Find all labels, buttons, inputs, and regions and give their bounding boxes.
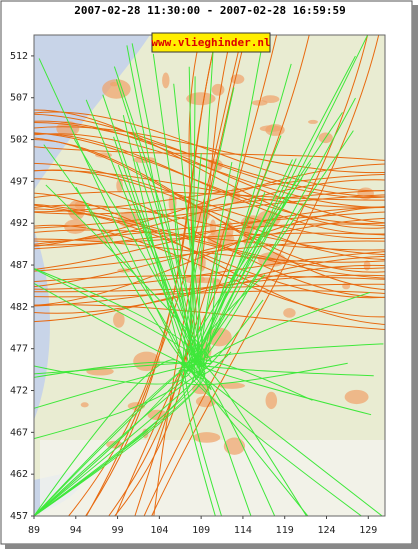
urban-area [186, 92, 216, 106]
plot-area [33, 34, 386, 517]
flight-track [102, 94, 202, 380]
x-tick-label: 94 [70, 525, 82, 536]
flight-track [33, 55, 356, 517]
flight-track [33, 240, 386, 272]
y-tick-label: 492 [10, 218, 28, 229]
urban-area [109, 82, 118, 87]
watermark-box [151, 32, 271, 53]
flight-track [33, 206, 386, 306]
x-tick-label: 109 [192, 525, 210, 536]
watermark: www.vlieghinder.nl [151, 36, 270, 49]
flight-track [33, 126, 386, 174]
urban-area [162, 72, 170, 89]
flight-track [182, 159, 348, 386]
flight-track [33, 43, 204, 517]
urban-area [261, 95, 280, 103]
title: 2007-02-28 11:30:00 - 2007-02-28 16:59:5… [74, 4, 346, 17]
y-tick-label: 497 [10, 176, 28, 187]
flight-track [33, 251, 386, 290]
y-tick-label: 457 [10, 511, 28, 522]
urban-area [283, 308, 296, 318]
urban-area [259, 125, 282, 132]
y-tick-label: 512 [10, 51, 28, 62]
y-tick-label: 472 [10, 386, 28, 397]
flight-track [203, 163, 312, 517]
x-tick-label: 114 [234, 525, 252, 536]
flight-track [33, 179, 386, 242]
flight-track [33, 274, 386, 283]
flight-track [33, 204, 386, 279]
y-tick-label: 477 [10, 344, 28, 355]
flight-track [33, 232, 386, 246]
flight-track [33, 207, 386, 270]
x-tick-label: 129 [359, 525, 377, 536]
flight-track [33, 192, 386, 326]
flight-track [33, 274, 386, 307]
flight-track [33, 113, 386, 199]
flight-track [33, 97, 356, 517]
y-tick-label: 487 [10, 260, 28, 271]
urban-area [230, 74, 245, 85]
urban-area [84, 235, 114, 243]
y-tick-label: 502 [10, 135, 28, 146]
urban-area [113, 311, 125, 328]
flight-track [33, 238, 386, 263]
flight-track [115, 79, 227, 372]
y-tick-label: 507 [10, 93, 28, 104]
urban-area [102, 79, 131, 99]
flight-track [181, 112, 362, 517]
flight-track [33, 111, 386, 192]
urban-area [308, 119, 318, 124]
shadow [412, 5, 418, 548]
urban-area [265, 391, 278, 410]
flight-track [33, 217, 386, 288]
sea [34, 35, 150, 190]
flight-track [143, 34, 369, 517]
green-tracks [33, 35, 384, 517]
x-tick-label: 104 [150, 525, 168, 536]
x-tick-label: 119 [276, 525, 294, 536]
legend-area [40, 440, 385, 516]
flight-track [134, 34, 278, 517]
flight-track [33, 224, 386, 318]
flight-track [33, 135, 282, 517]
flight-track [33, 162, 386, 239]
flight-track [68, 34, 218, 517]
flight-track [184, 197, 266, 373]
flight-track [33, 99, 189, 366]
x-tick-label: 89 [28, 525, 40, 536]
flight-track [33, 138, 386, 291]
flight-track [186, 76, 313, 401]
urban-area [344, 389, 369, 405]
urban-area [80, 402, 89, 408]
flight-track [43, 144, 223, 517]
urban-area [211, 83, 225, 96]
urban-area [218, 382, 245, 389]
flight-track [33, 132, 386, 225]
flight-track [33, 133, 386, 235]
y-tick-label: 462 [10, 469, 28, 480]
flight-track [33, 223, 386, 250]
shadow [5, 544, 418, 549]
y-tick-label: 467 [10, 427, 28, 438]
urban-area [193, 432, 221, 443]
flight-track [33, 163, 386, 247]
x-tick-label: 124 [317, 525, 335, 536]
flight-track [151, 34, 380, 517]
urban-area [116, 178, 123, 193]
urban-area [223, 437, 246, 455]
flight-track [33, 203, 386, 270]
orange-tracks [33, 34, 386, 517]
flight-track [33, 205, 204, 375]
flight-track [115, 34, 310, 517]
y-tick-label: 482 [10, 302, 28, 313]
x-tick-label: 99 [112, 525, 124, 536]
urban-area [207, 230, 235, 247]
